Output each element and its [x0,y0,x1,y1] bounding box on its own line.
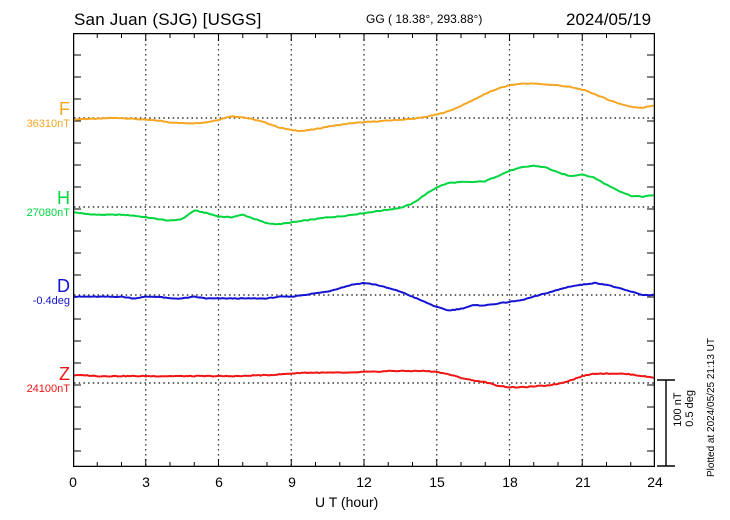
xtick-3: 3 [142,474,150,490]
observation-date: 2024/05/19 [566,10,652,29]
component-baseline-h: 27080nT [26,207,70,219]
component-letter-h: H [57,188,70,208]
component-label-d: D -0.4deg [0,277,70,308]
scale-deg: 0.5 deg [684,390,696,427]
xtick-21: 21 [575,474,591,490]
geographic-coordinates: GG ( 18.38°, 293.88°) [366,12,483,26]
component-letter-d: D [57,276,70,296]
plot-area [73,33,655,467]
xtick-9: 9 [288,474,296,490]
xtick-24: 24 [647,474,663,490]
scale-nt: 100 nT [672,392,684,427]
component-label-z: Z 24100nT [0,365,70,396]
magnetogram-svg [73,33,655,467]
component-label-f: F 36310nT [0,100,70,131]
component-letter-z: Z [59,364,70,384]
component-baseline-f: 36310nT [26,118,70,130]
component-letter-f: F [59,99,70,119]
component-baseline-z: 24100nT [26,383,70,395]
scale-bar-caption: 100 nT 0.5 deg [672,390,696,427]
xtick-6: 6 [215,474,223,490]
xtick-18: 18 [502,474,518,490]
page-title: San Juan (SJG) [USGS] [74,10,262,29]
scale-bar [657,379,675,467]
xtick-0: 0 [69,474,77,490]
xtick-15: 15 [429,474,445,490]
component-label-h: H 27080nT [0,189,70,220]
plotted-timestamp: Plotted at 2024/05/25 21:13 UT [706,338,717,477]
component-baseline-d: -0.4deg [32,295,70,307]
xaxis-title: U T (hour) [315,494,379,510]
xtick-12: 12 [356,474,372,490]
